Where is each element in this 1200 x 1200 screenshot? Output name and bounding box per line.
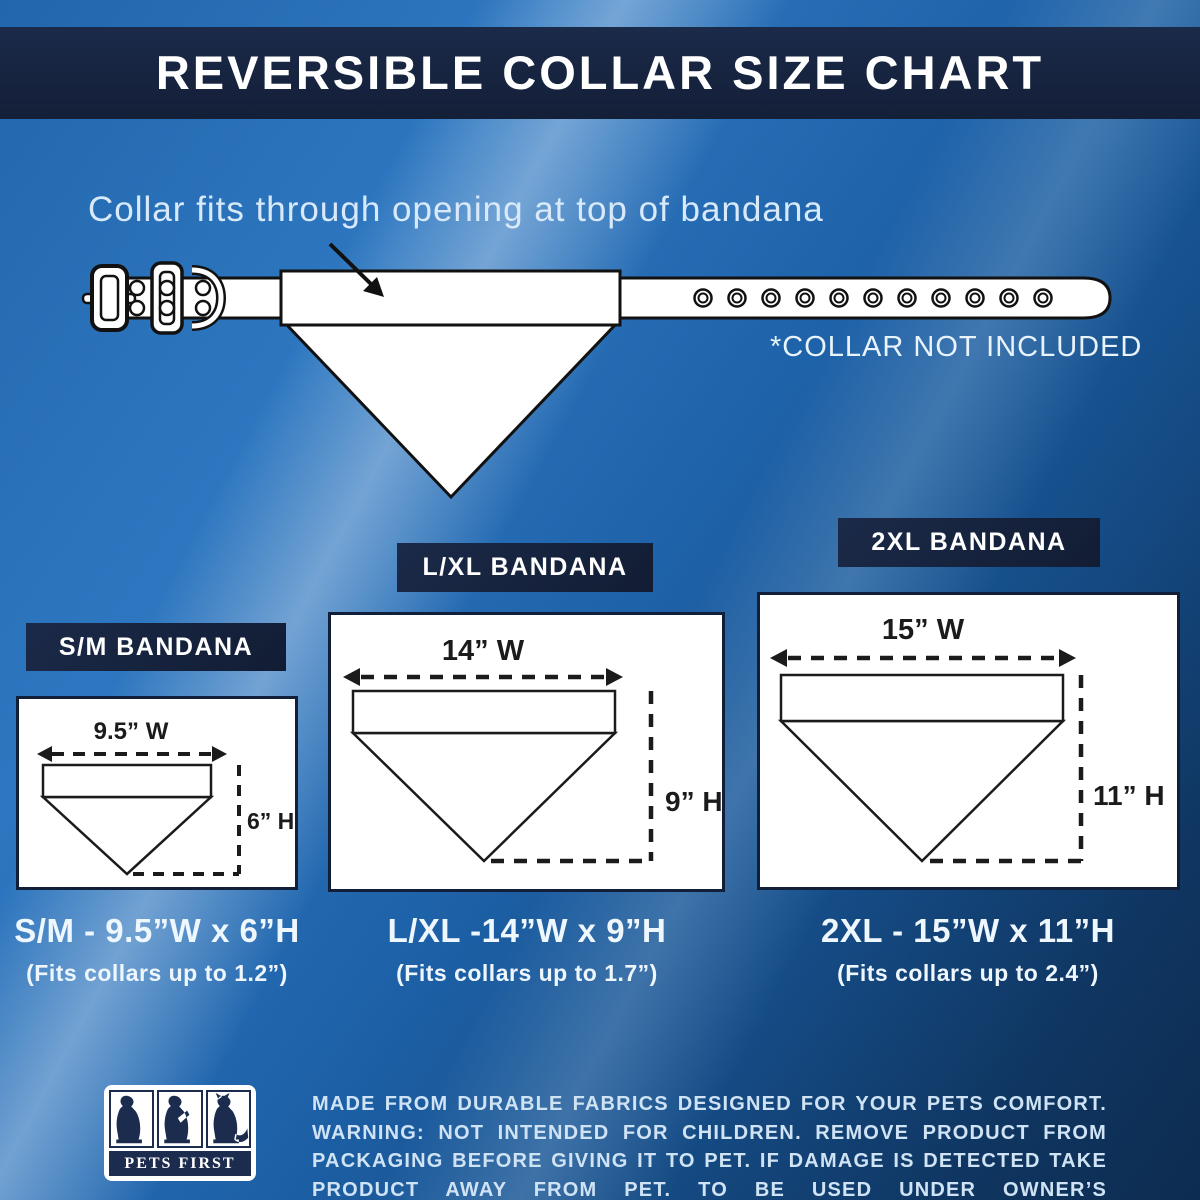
title-banner: REVERSIBLE COLLAR SIZE CHART xyxy=(0,27,1200,119)
lxl-fits-caption: (Fits collars up to 1.7”) xyxy=(396,960,658,986)
logo-brand-text: PETS FIRST xyxy=(109,1151,251,1176)
sm-bandana-header: S/M BANDANA xyxy=(26,623,286,671)
collar-illustration xyxy=(81,242,1112,500)
collar-not-included-note: *COLLAR NOT INCLUDED xyxy=(770,331,1143,363)
bandana-sleeve xyxy=(279,269,622,327)
sm-height-label: 6” H xyxy=(247,808,294,834)
lxl-width-label: 14” W xyxy=(442,635,525,667)
page-title: REVERSIBLE COLLAR SIZE CHART xyxy=(155,46,1045,99)
2xl-bandana-header-label: 2XL BANDANA xyxy=(871,528,1067,556)
dog-silhouette-icon xyxy=(109,1090,155,1148)
2xl-size-caption: 2XL - 15”W x 11”H xyxy=(820,912,1115,949)
lxl-bandana-diagram: 14” W 9” H xyxy=(343,635,722,864)
sm-bandana-diagram: 9.5” W 6” H xyxy=(37,718,294,876)
lxl-size-caption: L/XL -14”W x 9”H xyxy=(387,912,667,949)
2xl-bandana-diagram: 15” W 11” H xyxy=(770,614,1165,864)
2xl-width-label: 15” W xyxy=(882,614,965,646)
sm-fits-caption: (Fits collars up to 1.2”) xyxy=(26,960,288,986)
annotation-arrow-icon xyxy=(328,242,384,297)
lxl-height-label: 9” H xyxy=(665,786,722,817)
dog-begging-icon xyxy=(157,1090,203,1148)
collar-opening-note: Collar fits through opening at top of ba… xyxy=(88,190,824,229)
sm-size-caption: S/M - 9.5”W x 6”H xyxy=(14,912,300,949)
lxl-bandana-diagram-panel: 14” W 9” H xyxy=(328,612,725,892)
sm-caption-block: S/M - 9.5”W x 6”H (Fits collars up to 1.… xyxy=(7,912,307,987)
lxl-caption-block: L/XL -14”W x 9”H (Fits collars up to 1.7… xyxy=(367,912,687,987)
lxl-bandana-header-label: L/XL BANDANA xyxy=(422,553,628,581)
disclaimer-line: PRODUCT AWAY FROM PET. TO BE USED UNDER … xyxy=(312,1178,1107,1200)
2xl-fits-caption: (Fits collars up to 2.4”) xyxy=(837,960,1099,986)
2xl-height-label: 11” H xyxy=(1093,780,1165,811)
disclaimer-text: MADE FROM DURABLE FABRICS DESIGNED FOR Y… xyxy=(312,1090,1107,1200)
sm-bandana-header-label: S/M BANDANA xyxy=(58,632,254,661)
lxl-bandana-header: L/XL BANDANA xyxy=(397,543,653,592)
dog-shepherd-icon xyxy=(205,1090,251,1148)
2xl-caption-block: 2XL - 15”W x 11”H (Fits collars up to 2.… xyxy=(798,912,1138,987)
logo-dog-icons xyxy=(109,1090,251,1148)
2xl-bandana-header: 2XL BANDANA xyxy=(838,518,1100,567)
disclaimer-line: WARNING: NOT INTENDED FOR CHILDREN. REMO… xyxy=(312,1121,1107,1144)
sm-width-label: 9.5” W xyxy=(94,718,169,745)
disclaimer-line: PACKAGING BEFORE GIVING IT TO PET. IF DA… xyxy=(312,1150,1107,1172)
collar-eyelets xyxy=(693,288,1053,308)
2xl-bandana-diagram-panel: 15” W 11” H xyxy=(757,592,1180,890)
bandana-triangle xyxy=(281,321,621,500)
disclaimer-line: MADE FROM DURABLE FABRICS DESIGNED FOR Y… xyxy=(312,1093,1107,1115)
sm-bandana-diagram-panel: 9.5” W 6” H xyxy=(16,696,298,890)
buckle-icon xyxy=(81,261,227,335)
pets-first-logo: PETS FIRST xyxy=(104,1085,256,1181)
